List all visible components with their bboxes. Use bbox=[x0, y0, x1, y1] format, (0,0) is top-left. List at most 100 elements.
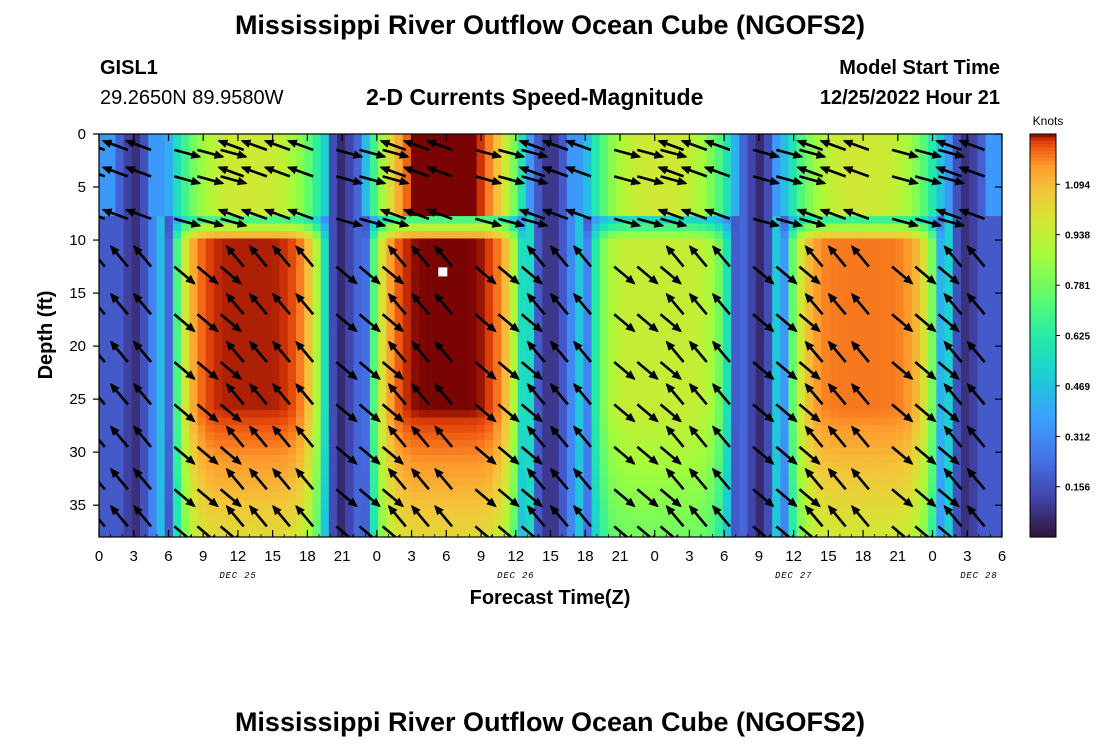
heatmap-cell bbox=[468, 253, 478, 262]
heatmap-cell bbox=[271, 454, 281, 463]
heatmap-cell bbox=[796, 253, 806, 262]
heatmap-cell bbox=[706, 328, 716, 337]
heatmap-cell bbox=[254, 417, 264, 426]
heatmap-cell bbox=[378, 522, 387, 531]
heatmap-cell bbox=[419, 529, 428, 537]
heatmap-cell bbox=[804, 238, 814, 247]
heatmap-cell bbox=[763, 238, 773, 247]
heatmap-cell bbox=[402, 268, 412, 277]
heatmap-cell bbox=[148, 417, 158, 426]
heatmap-cell bbox=[378, 238, 387, 247]
heatmap-cell bbox=[164, 260, 174, 269]
heatmap-cell bbox=[739, 439, 749, 449]
heatmap-cell bbox=[189, 529, 199, 537]
heatmap-cell bbox=[706, 223, 716, 232]
heatmap-cell bbox=[739, 216, 749, 225]
heatmap-cell bbox=[451, 432, 461, 441]
heatmap-cell bbox=[115, 357, 125, 366]
heatmap-cell bbox=[410, 178, 420, 187]
heatmap-cell bbox=[517, 395, 527, 404]
heatmap-cell bbox=[451, 268, 461, 277]
heatmap-cell bbox=[509, 245, 519, 254]
heatmap-cell bbox=[517, 469, 527, 478]
heatmap-cell bbox=[788, 283, 798, 292]
heatmap-cell bbox=[435, 432, 445, 441]
heatmap-cell bbox=[476, 260, 486, 269]
heatmap-cell bbox=[763, 507, 773, 516]
heatmap-cell bbox=[493, 156, 502, 165]
heatmap-cell bbox=[230, 514, 240, 523]
heatmap-cell bbox=[246, 283, 256, 292]
heatmap-cell bbox=[99, 201, 108, 210]
heatmap-cell bbox=[156, 290, 166, 299]
heatmap-cell bbox=[821, 447, 831, 456]
heatmap-cell bbox=[402, 223, 412, 232]
heatmap-cell bbox=[583, 492, 593, 501]
heatmap-cell bbox=[780, 507, 790, 516]
heatmap-cell bbox=[558, 178, 568, 187]
heatmap-cell bbox=[304, 216, 314, 225]
heatmap-cell bbox=[690, 305, 699, 314]
heatmap-cell bbox=[616, 305, 625, 314]
heatmap-cell bbox=[731, 245, 740, 254]
heatmap-cell bbox=[673, 141, 683, 150]
heatmap-cell bbox=[394, 507, 404, 516]
heatmap-cell bbox=[591, 395, 601, 404]
heatmap-cell bbox=[156, 148, 166, 157]
heatmap-cell bbox=[345, 350, 355, 359]
heatmap-cell bbox=[99, 514, 108, 523]
heatmap-cell bbox=[690, 454, 699, 463]
heatmap-cell bbox=[222, 253, 231, 262]
heatmap-cell bbox=[681, 499, 691, 508]
heatmap-cell bbox=[813, 290, 822, 299]
heatmap-cell bbox=[780, 171, 790, 180]
heatmap-cell bbox=[369, 290, 379, 299]
heatmap-cell bbox=[468, 156, 478, 165]
heatmap-cell bbox=[189, 313, 199, 322]
heatmap-cell bbox=[369, 387, 379, 396]
heatmap-cell bbox=[780, 350, 790, 359]
heatmap-cell bbox=[640, 372, 650, 381]
heatmap-cell bbox=[788, 462, 798, 471]
heatmap-cell bbox=[99, 328, 108, 337]
heatmap-cell bbox=[722, 328, 732, 337]
heatmap-cell bbox=[115, 469, 125, 478]
heatmap-cell bbox=[624, 387, 634, 396]
heatmap-cell bbox=[271, 163, 281, 172]
heatmap-cell bbox=[402, 238, 412, 247]
heatmap-cell bbox=[722, 268, 732, 277]
heatmap-cell bbox=[131, 134, 141, 143]
heatmap-cell bbox=[525, 305, 535, 314]
heatmap-cell bbox=[731, 469, 740, 478]
heatmap-cell bbox=[780, 402, 790, 411]
heatmap-cell bbox=[312, 350, 322, 359]
heatmap-cell bbox=[640, 305, 650, 314]
heatmap-cell bbox=[304, 186, 314, 195]
heatmap-cell bbox=[591, 335, 601, 344]
heatmap-cell bbox=[246, 305, 256, 314]
heatmap-cell bbox=[804, 223, 814, 232]
heatmap-cell bbox=[632, 432, 642, 441]
heatmap-cell bbox=[714, 432, 724, 441]
heatmap-cell bbox=[246, 492, 256, 501]
heatmap-cell bbox=[337, 477, 346, 486]
heatmap-cell bbox=[304, 402, 314, 411]
heatmap-cell bbox=[575, 305, 584, 314]
heatmap-cell bbox=[599, 186, 609, 195]
heatmap-cell bbox=[575, 335, 584, 344]
heatmap-cell bbox=[837, 148, 847, 157]
heatmap-cell bbox=[410, 417, 420, 426]
heatmap-cell bbox=[829, 439, 839, 449]
heatmap-cell bbox=[115, 238, 125, 247]
heatmap-cell bbox=[164, 477, 174, 486]
heatmap-cell bbox=[189, 439, 199, 449]
heatmap-cell bbox=[501, 283, 511, 292]
heatmap-cell bbox=[624, 425, 634, 434]
heatmap-cell bbox=[337, 134, 346, 143]
heatmap-cell bbox=[616, 223, 625, 232]
heatmap-cell bbox=[197, 507, 207, 516]
heatmap-cell bbox=[205, 477, 215, 486]
heatmap-cell bbox=[353, 410, 363, 419]
heatmap-cell bbox=[369, 163, 379, 172]
heatmap-cell bbox=[205, 245, 215, 254]
